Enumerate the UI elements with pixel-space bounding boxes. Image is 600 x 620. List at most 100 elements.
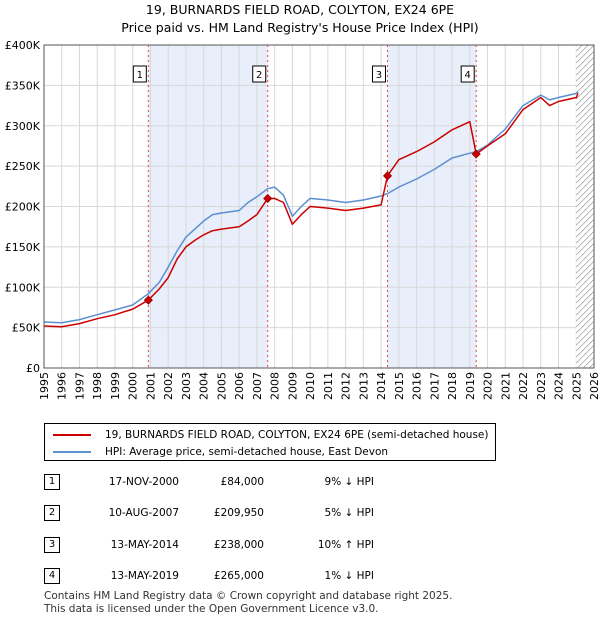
- chart-title: 19, BURNARDS FIELD ROAD, COLYTON, EX24 6…: [145, 2, 455, 17]
- x-tick-label: 2023: [535, 372, 548, 400]
- forecast-hatch-line: [576, 309, 595, 328]
- forecast-hatch-line: [576, 225, 595, 244]
- sale-point-4: [471, 149, 481, 159]
- forecast-hatch-line: [576, 69, 595, 88]
- forecast-hatch-line: [576, 135, 595, 154]
- sale-marker-box-1: [132, 65, 147, 83]
- forecast-hatch-line: [576, 273, 595, 292]
- sale-price: £84,000: [220, 476, 264, 488]
- x-tick-label: 2024: [553, 372, 566, 400]
- forecast-hatch-line: [576, 153, 595, 172]
- x-tick-label: 2010: [304, 372, 317, 400]
- forecast-hatch-line: [576, 45, 595, 64]
- forecast-hatch-line: [576, 207, 595, 226]
- chart-legend: 19, BURNARDS FIELD ROAD, COLYTON, EX24 6…: [44, 423, 496, 461]
- x-tick-label: 2022: [517, 372, 530, 400]
- sale-row-4: 4 13-MAY-2019 £265,000 1% ↓ HPI: [44, 568, 564, 588]
- forecast-hatch-line: [576, 75, 595, 94]
- sale-marker-box-4: [460, 65, 475, 83]
- sale-row-2: 2 10-AUG-2007 £209,950 5% ↓ HPI: [44, 505, 564, 525]
- x-tick-label: 2003: [180, 372, 193, 400]
- forecast-hatch-line: [576, 213, 595, 232]
- forecast-hatch-line: [576, 183, 595, 202]
- price-chart: 1 2 3 4 £0 £50K £100K £150K £200K £250K £300K £350…: [5, 39, 600, 400]
- forecast-hatch-line: [576, 285, 595, 304]
- forecast-hatch-line: [576, 177, 595, 196]
- forecast-hatch-line: [576, 105, 595, 124]
- y-tick-label: £400K: [5, 39, 41, 52]
- footer-copyright: Contains HM Land Registry data © Crown c…: [44, 590, 453, 602]
- legend-label-hpi: HPI: Average price, semi-detached house,…: [105, 446, 389, 458]
- sale-price: £209,950: [213, 507, 264, 519]
- x-tick-label: 2011: [322, 372, 335, 400]
- sale-row-3: 3 13-MAY-2014 £238,000 10% ↑ HPI: [44, 537, 564, 557]
- forecast-hatch-line: [576, 189, 595, 208]
- sale-marker-label-1: 1: [137, 70, 143, 81]
- x-tick-label: 2001: [144, 372, 157, 400]
- sale-number-badge: 1: [44, 474, 60, 490]
- sale-date: 10-AUG-2007: [108, 507, 179, 519]
- sale-marker-label-4: 4: [465, 70, 471, 81]
- forecast-hatch-line: [576, 303, 595, 322]
- y-tick-label: £50K: [12, 322, 41, 335]
- x-tick-label: 2000: [127, 372, 140, 400]
- sale-number-badge: 4: [44, 568, 60, 584]
- y-tick-label: £300K: [5, 120, 41, 133]
- y-tick-label: £200K: [5, 201, 41, 214]
- x-tick-label: 1997: [73, 372, 86, 400]
- forecast-hatch-line: [576, 231, 595, 250]
- forecast-hatch-line: [576, 219, 595, 238]
- y-tick-label: £0: [26, 362, 40, 375]
- forecast-hatch-line: [576, 141, 595, 160]
- forecast-hatch-line: [576, 201, 595, 220]
- x-tick-label: 2009: [286, 372, 299, 400]
- sale-point-3: [382, 171, 393, 181]
- sale-date: 13-MAY-2019: [110, 570, 179, 582]
- legend-entry-property: 19, BURNARDS FIELD ROAD, COLYTON, EX24 6…: [53, 427, 488, 443]
- forecast-hatch-line: [576, 81, 595, 100]
- x-tick-label: 2026: [588, 372, 600, 400]
- forecast-hatch-line: [576, 321, 595, 340]
- x-tick-label: 1998: [91, 372, 104, 400]
- forecast-hatch-line: [589, 363, 595, 369]
- sale-marker-label-3: 3: [376, 70, 382, 81]
- forecast-hatch-line: [583, 357, 595, 369]
- x-tick-label: 2021: [499, 372, 512, 400]
- sale-hpi-diff: 9% ↓ HPI: [324, 476, 374, 488]
- forecast-hatch-line: [576, 195, 595, 214]
- legend-entry-hpi: HPI: Average price, semi-detached house,…: [53, 444, 388, 460]
- forecast-hatch-line: [576, 44, 589, 58]
- forecast-hatch-line: [576, 159, 595, 178]
- forecast-hatch-line: [576, 117, 595, 136]
- forecast-hatch-line: [576, 237, 595, 256]
- x-tick-label: 2004: [198, 372, 211, 400]
- forecast-hatch-line: [576, 339, 595, 358]
- forecast-hatch-line: [576, 261, 595, 280]
- x-tick-label: 2015: [393, 372, 406, 400]
- forecast-hatch-line: [576, 99, 595, 118]
- footer-licence: This data is licensed under the Open Gov…: [44, 603, 379, 615]
- forecast-hatch-line: [576, 93, 595, 112]
- sale-point-1: [143, 295, 153, 305]
- plot-frame: [43, 44, 595, 369]
- x-tick-label: 2020: [482, 372, 495, 400]
- forecast-hatch-line: [576, 243, 595, 262]
- y-tick-label: £100K: [5, 281, 41, 294]
- sale-date: 13-MAY-2014: [110, 539, 179, 551]
- forecast-hatch-line: [576, 171, 595, 190]
- forecast-hatch-line: [576, 345, 595, 364]
- sale-marker-label-2: 2: [256, 70, 262, 81]
- sale-hpi-diff: 5% ↓ HPI: [324, 507, 374, 519]
- sale-marker-box-3: [371, 65, 386, 83]
- y-tick-label: £350K: [5, 79, 41, 92]
- forecast-hatch-line: [576, 255, 595, 274]
- forecast-hatch-line: [576, 267, 595, 286]
- sale-point-2: [263, 193, 273, 204]
- sale-price: £238,000: [213, 539, 264, 551]
- sale-price: £265,000: [213, 570, 264, 582]
- forecast-hatch-line: [576, 111, 595, 130]
- x-tick-label: 2025: [570, 372, 583, 400]
- sale-number-badge: 2: [44, 505, 60, 521]
- forecast-hatch-line: [576, 249, 595, 268]
- forecast-hatch-line: [577, 351, 595, 369]
